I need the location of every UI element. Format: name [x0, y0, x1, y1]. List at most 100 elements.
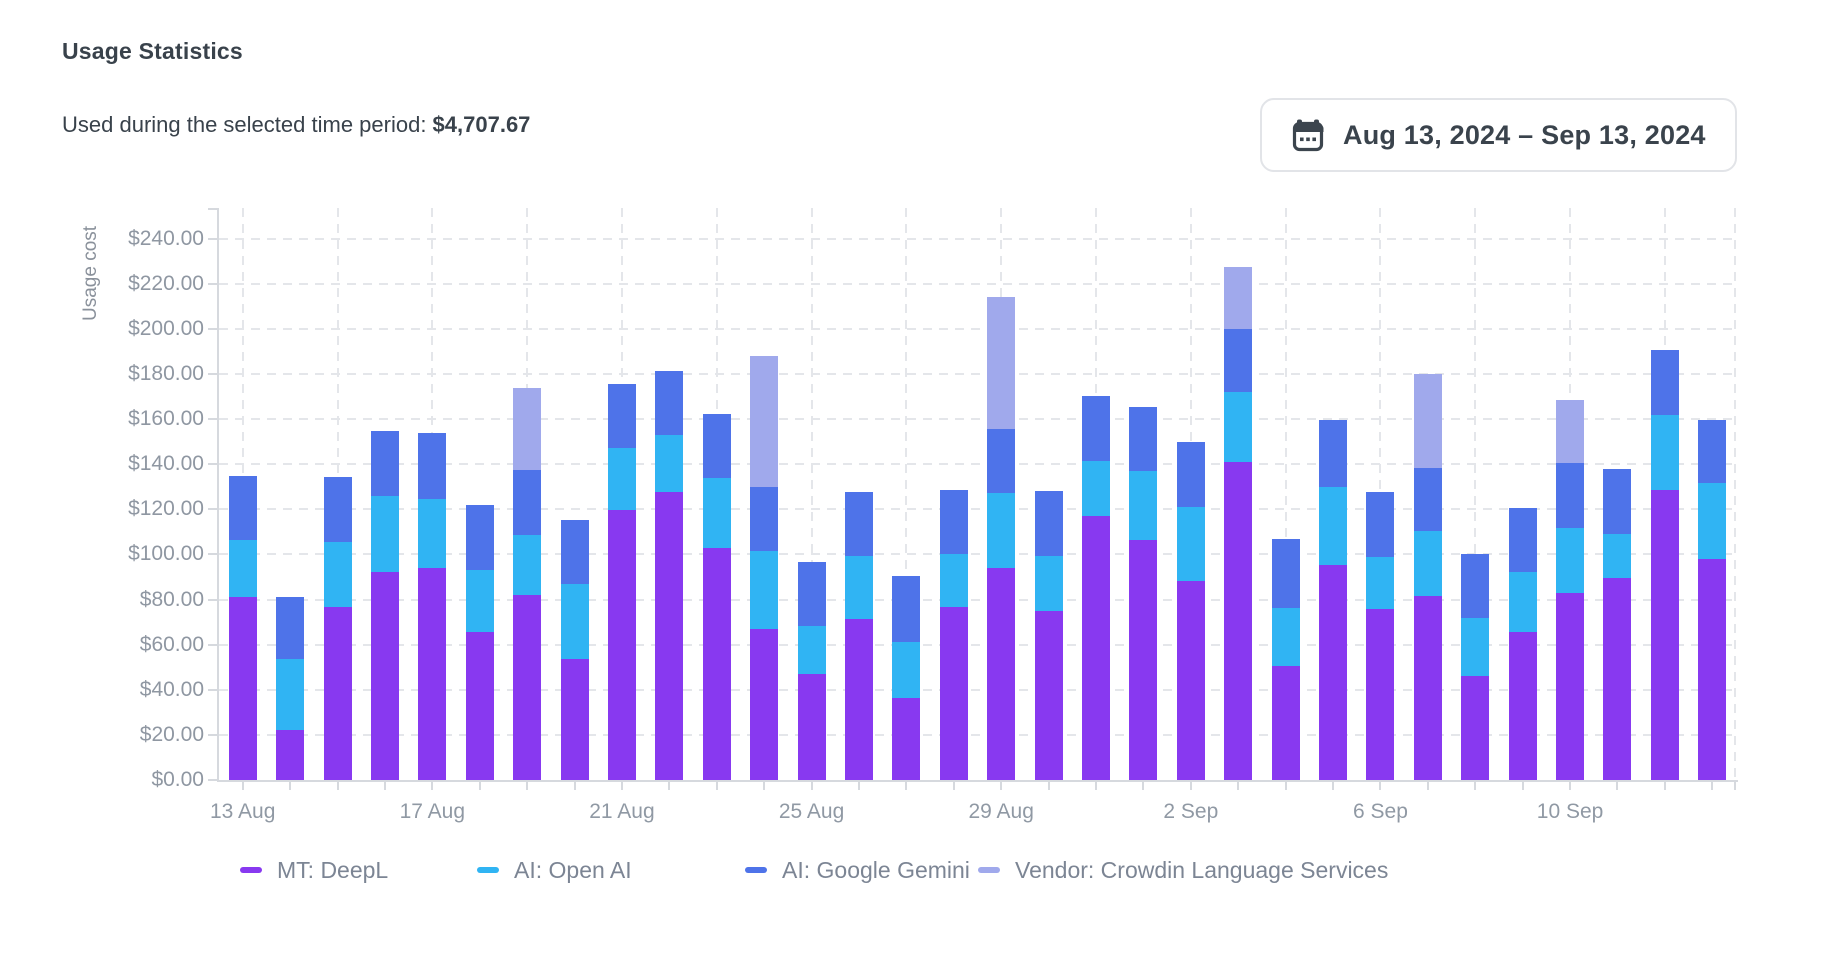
- legend-item-gemini[interactable]: AI: Google Gemini: [745, 855, 970, 885]
- legend-label-gemini: AI: Google Gemini: [782, 856, 970, 883]
- vertical-gridline: [810, 208, 813, 780]
- y-tick-label: $100.00: [128, 542, 204, 566]
- legend-item-openai[interactable]: AI: Open AI: [477, 855, 632, 885]
- bar-segment-3: [1034, 490, 1063, 557]
- bar-segment-3: [750, 487, 779, 552]
- y-tick-label: $220.00: [128, 271, 204, 295]
- x-tick: [1711, 782, 1714, 790]
- y-tick-label: $20.00: [139, 722, 204, 746]
- horizontal-gridline: [219, 373, 1736, 376]
- stacked-bar: [1366, 492, 1395, 780]
- bar-segment-4: [1224, 266, 1253, 329]
- gemini-marker-icon: [745, 867, 767, 873]
- bar-segment-2: [1698, 483, 1727, 559]
- bar-segment-2: [844, 556, 873, 619]
- bar-segment-2: [655, 435, 684, 493]
- bar-segment-2: [607, 447, 636, 510]
- stacked-bar: [797, 561, 826, 780]
- deepl-marker-icon: [240, 867, 262, 873]
- bar-segment-3: [1413, 467, 1442, 531]
- bar-segment-1: [750, 628, 779, 780]
- bar-segment-3: [1319, 420, 1348, 487]
- x-tick: [1474, 782, 1477, 790]
- bar-segment-1: [1319, 564, 1348, 780]
- x-tick: [1521, 782, 1524, 790]
- y-tick: [208, 282, 217, 285]
- bar-segment-3: [1650, 350, 1679, 415]
- stacked-bar: [1319, 420, 1348, 780]
- openai-marker-icon: [477, 867, 499, 873]
- bar-segment-3: [987, 429, 1016, 494]
- bar-segment-3: [844, 491, 873, 557]
- horizontal-gridline: [219, 327, 1736, 330]
- stacked-bar: [513, 387, 542, 780]
- bar-segment-1: [1176, 581, 1205, 780]
- horizontal-gridline: [219, 508, 1736, 511]
- bar-segment-2: [465, 569, 494, 633]
- horizontal-gridline: [219, 733, 1736, 736]
- x-tick: [431, 782, 434, 790]
- x-tick: [1237, 782, 1240, 790]
- bar-segment-3: [1176, 441, 1205, 508]
- bar-segment-1: [1224, 461, 1253, 780]
- x-tick: [810, 782, 813, 790]
- legend-item-vendor[interactable]: Vendor: Crowdin Language Services: [978, 855, 1388, 885]
- y-tick: [208, 688, 217, 691]
- stacked-bar: [370, 431, 399, 780]
- stacked-bar: [1082, 395, 1111, 780]
- bar-segment-3: [1082, 395, 1111, 462]
- x-tick-label: 2 Sep: [1163, 800, 1219, 823]
- stacked-bar: [750, 355, 779, 780]
- x-tick: [1142, 782, 1145, 790]
- stacked-bar: [1224, 266, 1253, 780]
- legend-item-deepl[interactable]: MT: DeepL: [240, 855, 388, 885]
- y-axis-top-tick: [208, 208, 217, 210]
- bar-segment-3: [892, 576, 921, 643]
- y-tick: [208, 463, 217, 466]
- bar-segment-4: [1556, 399, 1585, 463]
- bar-segment-1: [892, 698, 921, 780]
- bar-segment-3: [418, 433, 447, 500]
- vertical-gridline: [1284, 208, 1287, 780]
- bar-segment-2: [1461, 618, 1490, 676]
- period-total-label: Used during the selected time period:: [62, 112, 433, 137]
- x-tick-label: 25 Aug: [778, 800, 845, 823]
- y-tick-label: $200.00: [128, 316, 204, 340]
- bar-segment-1: [1413, 595, 1442, 780]
- bar-segment-3: [1129, 406, 1158, 471]
- bar-segment-2: [1271, 608, 1300, 667]
- bar-segment-1: [1271, 666, 1300, 780]
- vertical-gridline: [1734, 208, 1736, 780]
- bar-segment-1: [276, 730, 305, 780]
- bar-segment-4: [987, 296, 1016, 430]
- y-tick: [208, 237, 217, 240]
- date-range-text: Aug 13, 2024 – Sep 13, 2024: [1343, 119, 1706, 150]
- stacked-bar: [892, 576, 921, 780]
- x-tick: [620, 782, 623, 790]
- bar-segment-1: [655, 492, 684, 780]
- y-tick-label: $140.00: [128, 452, 204, 476]
- legend-label-deepl: MT: DeepL: [277, 856, 389, 883]
- y-tick-label: $80.00: [139, 587, 204, 611]
- horizontal-gridline: [219, 688, 1736, 691]
- y-tick: [208, 418, 217, 421]
- bar-segment-2: [1224, 392, 1253, 462]
- bar-segment-3: [276, 596, 305, 660]
- y-tick: [208, 733, 217, 736]
- stacked-bar: [655, 370, 684, 780]
- bar-segment-3: [1508, 508, 1537, 572]
- bar-segment-1: [1129, 539, 1158, 780]
- bar-segment-2: [1650, 414, 1679, 491]
- date-range-picker[interactable]: Aug 13, 2024 – Sep 13, 2024: [1260, 98, 1737, 172]
- stacked-bar: [276, 596, 305, 780]
- bar-segment-1: [1650, 490, 1679, 780]
- x-tick-label: 6 Sep: [1353, 800, 1408, 823]
- stacked-bar: [560, 519, 589, 780]
- y-tick: [208, 327, 217, 330]
- bar-segment-1: [1082, 515, 1111, 780]
- stacked-bar: [987, 296, 1016, 780]
- bar-segment-3: [228, 475, 257, 540]
- vertical-gridline: [905, 208, 908, 780]
- x-tick-label: 21 Aug: [589, 800, 655, 823]
- bar-segment-1: [418, 567, 447, 780]
